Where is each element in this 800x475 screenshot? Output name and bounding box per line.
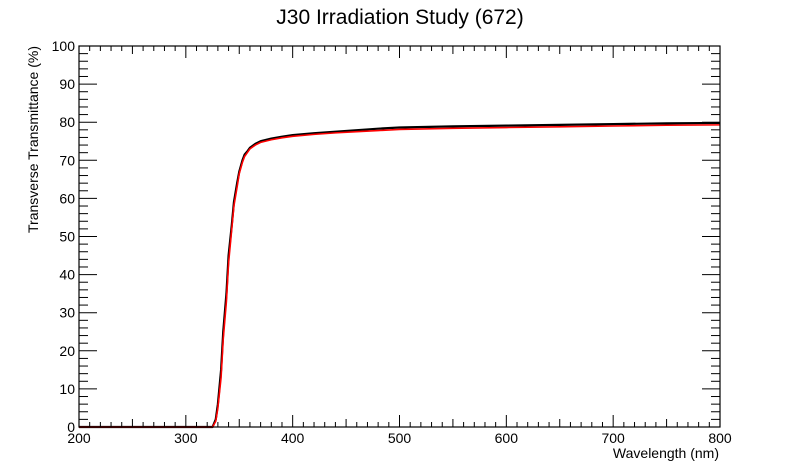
x-tick-label: 700 <box>601 430 625 446</box>
y-tick-label: 50 <box>59 229 75 245</box>
y-tick-label: 90 <box>59 76 75 92</box>
series-line-1 <box>79 121 721 429</box>
x-tick-label: 800 <box>708 430 732 446</box>
plot-frame <box>78 45 721 428</box>
series-line-2 <box>79 124 721 428</box>
y-tick-label: 60 <box>59 190 75 206</box>
y-tick-label: 40 <box>59 267 75 283</box>
x-tick-label: 500 <box>388 430 412 446</box>
y-tick-label: 70 <box>59 152 75 168</box>
y-tick-label: 30 <box>59 305 75 321</box>
x-tick-label: 300 <box>174 430 198 446</box>
plot-area <box>79 121 721 429</box>
y-tick-label: 100 <box>52 38 76 54</box>
y-tick-label: 0 <box>67 419 75 435</box>
y-axis-label: Transverse Transmittance (%) <box>25 46 41 233</box>
x-tick-label: 600 <box>495 430 519 446</box>
chart-title: J30 Irradiation Study (672) <box>276 6 523 29</box>
y-tick-label: 10 <box>59 381 75 397</box>
x-tick-label: 400 <box>281 430 305 446</box>
y-tick-label: 80 <box>59 114 75 130</box>
y-tick-label: 20 <box>59 343 75 359</box>
axis-tick-labels: 200 300 400 500 600 700 800 0 10 20 30 40 50 60 70 80 90… <box>52 38 732 446</box>
x-tick-label: 200 <box>67 430 91 446</box>
x-axis-label: Wavelength (nm) <box>613 445 719 461</box>
axis-ticks <box>78 45 721 428</box>
